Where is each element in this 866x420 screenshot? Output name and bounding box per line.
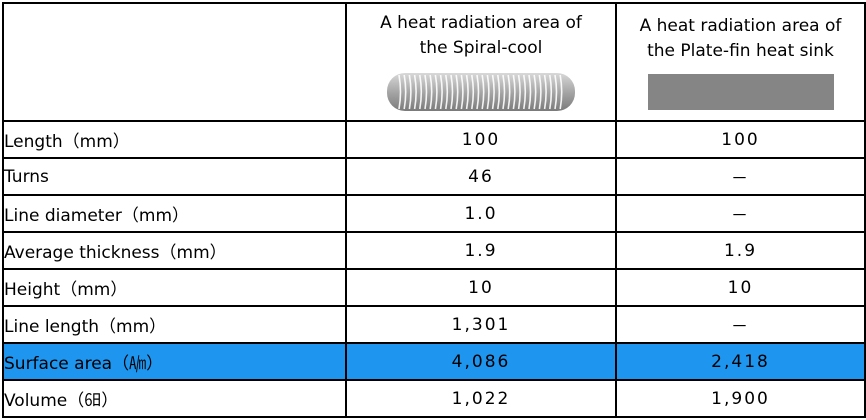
row-label: Line length（mm） [2,305,347,344]
row-label: Average thickness（mm） [2,231,347,270]
spiral-header-line-2: the Spiral-cool [419,38,543,58]
spiral-value: 4,086 [345,342,617,381]
plate-value: － [615,157,866,196]
spiral-value: 10 [345,268,617,307]
spiral-value: 100 [345,120,617,159]
table-row-height: Height（mm） 10 10 [2,268,866,307]
table-row-line-length: Line length（mm） 1,301 － [2,305,866,344]
plate-fin-illustration [647,74,834,110]
plate-fin-header: A heat radiation area of the Plate-fin h… [615,2,866,122]
plate-value: 2,418 [615,342,866,381]
table-row-length: Length（mm） 100 100 [2,120,866,159]
plate-value: 1.9 [615,231,866,270]
row-label: Surface area（㏟） [2,342,347,381]
spiral-value: 46 [345,157,617,196]
table-row-line-diameter: Line diameter（mm） 1.0 － [2,194,866,233]
plate-value: － [615,194,866,233]
row-label: Volume（㏥） [2,379,347,418]
plate-header-line-1: A heat radiation area of [639,16,842,36]
plate-value: － [615,305,866,344]
row-label: Height（mm） [2,268,347,307]
empty-corner-cell [2,2,347,122]
plate-value: 100 [615,120,866,159]
table-row-volume: Volume（㏥） 1,022 1,900 [2,379,866,418]
spiral-value: 1,022 [345,379,617,418]
spiral-coil-illustration [348,71,614,113]
table-row-average-thickness: Average thickness（mm） 1.9 1.9 [2,231,866,270]
plate-value: 1,900 [615,379,866,418]
spiral-coil-icon [387,73,575,111]
plate-header-line-2: the Plate-fin heat sink [647,41,834,61]
spiral-cool-header: A heat radiation area of the Spiral-cool [345,2,617,122]
plate-value: 10 [615,268,866,307]
row-label: Turns [2,157,347,196]
spiral-header-line-1: A heat radiation area of [380,13,582,33]
spiral-value: 1.9 [345,231,617,270]
table-row-turns: Turns 46 － [2,157,866,196]
row-label: Length（mm） [2,120,347,159]
spiral-value: 1,301 [345,305,617,344]
spiral-value: 1.0 [345,194,617,233]
header-row: A heat radiation area of the Spiral-cool [2,2,866,122]
row-label: Line diameter（mm） [2,194,347,233]
table-row-surface-area: Surface area（㏟） 4,086 2,418 [2,342,866,381]
